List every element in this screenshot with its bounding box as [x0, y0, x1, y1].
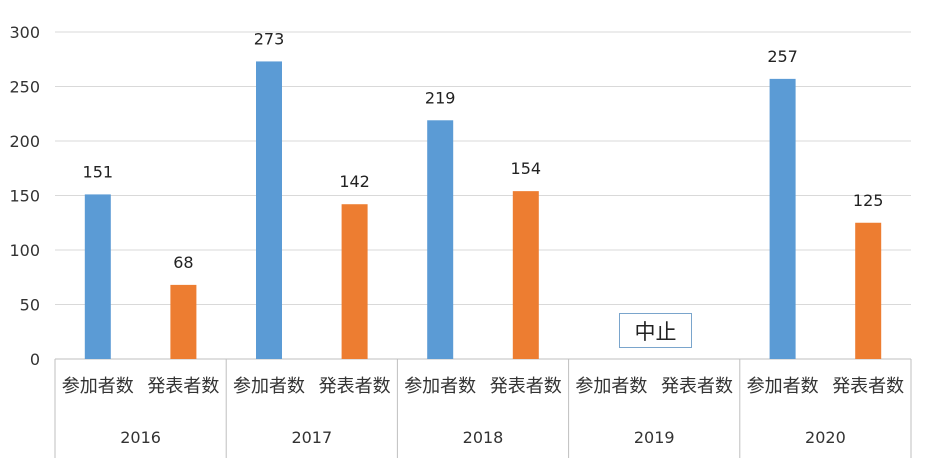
category-label: 参加者数: [233, 376, 305, 397]
gridlines: [55, 31, 911, 305]
bar: [512, 191, 539, 359]
y-tick-label: 0: [30, 350, 40, 369]
bar: [170, 284, 197, 359]
bar: [341, 204, 368, 359]
y-tick-label: 200: [9, 132, 40, 151]
year-label: 2020: [805, 428, 846, 447]
bar: [84, 194, 111, 359]
year-label: 2017: [291, 428, 332, 447]
bar: [855, 222, 882, 359]
data-label: 142: [339, 172, 370, 191]
bar: [256, 61, 282, 360]
year-label: 2016: [120, 428, 161, 447]
year-label: 2018: [463, 428, 504, 447]
data-labels: 151 68 273 142 219 154 257 125: [83, 29, 884, 271]
y-tick-label: 300: [9, 23, 40, 42]
data-label: 125: [853, 191, 884, 210]
bar: [427, 120, 454, 359]
data-label: 154: [511, 159, 542, 178]
y-tick-label: 100: [9, 241, 40, 260]
category-label: 発表者数: [490, 376, 562, 397]
cancelled-note: 中止: [619, 313, 692, 348]
data-label: 257: [767, 47, 798, 66]
category-label: 発表者数: [147, 376, 219, 397]
data-label: 273: [254, 29, 285, 48]
data-label: 68: [173, 253, 193, 272]
bars: [84, 61, 882, 360]
category-label: 発表者数: [832, 376, 904, 397]
y-tick-label: 250: [9, 78, 40, 97]
year-label: 2019: [634, 428, 675, 447]
y-tick-label: 50: [20, 296, 40, 315]
category-label: 参加者数: [62, 376, 134, 397]
data-label: 219: [425, 88, 456, 107]
y-tick-label: 150: [9, 187, 40, 206]
category-label: 発表者数: [319, 376, 391, 397]
bar: [769, 78, 796, 360]
category-label: 参加者数: [404, 376, 476, 397]
data-label: 151: [83, 162, 114, 181]
category-label: 参加者数: [575, 376, 647, 397]
category-label: 発表者数: [661, 376, 733, 397]
category-label: 参加者数: [747, 376, 819, 397]
